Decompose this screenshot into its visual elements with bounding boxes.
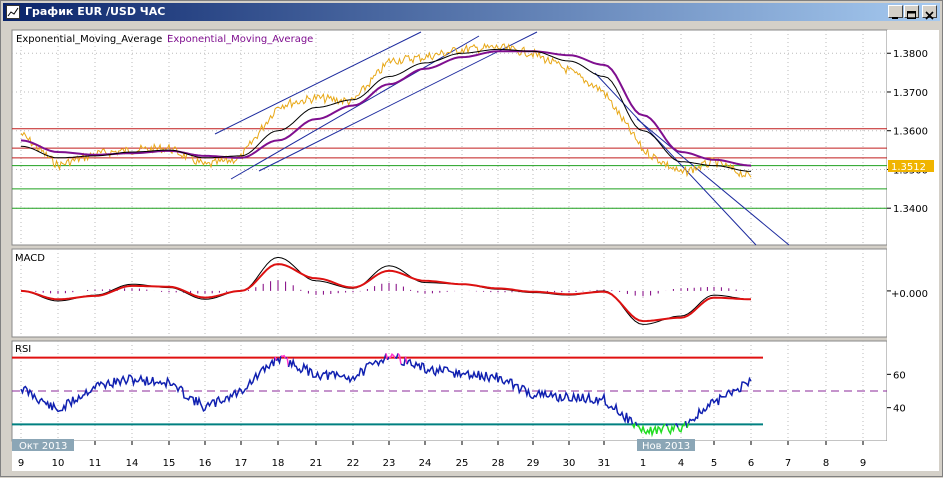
rsi-line: [388, 352, 396, 359]
month-badge-nov: [637, 439, 695, 451]
rsi-line: [665, 423, 668, 427]
price-levels: [12, 128, 887, 209]
current-price-marker: [888, 160, 934, 172]
x-tick-label: 18: [272, 458, 285, 469]
macd-panel[interactable]: [11, 248, 888, 338]
rsi-line: [631, 421, 637, 430]
maximize-button[interactable]: [904, 5, 919, 19]
minimize-button[interactable]: [888, 5, 903, 19]
rsi-line: [666, 424, 676, 436]
rsi-line: [677, 420, 687, 433]
channel-line: [214, 31, 422, 135]
ema-label-fast: Exponential_Moving_Average: [16, 34, 162, 45]
close-button[interactable]: [922, 5, 937, 20]
channel-line: [258, 31, 538, 172]
x-tick-label: 28: [492, 458, 505, 469]
rsi-line: [674, 423, 679, 428]
title-bar[interactable]: График EUR /USD ЧАС: [3, 3, 940, 21]
ema-fast-line: [20, 48, 752, 172]
rsi-label: RSI: [15, 344, 31, 355]
x-axis-strip: [12, 441, 939, 471]
x-tick-label: 17: [235, 458, 248, 469]
rsi-line: [687, 376, 752, 424]
y-tick-label: 1.3400: [893, 204, 928, 215]
rsi-line: [394, 353, 399, 360]
rsi-line: [400, 356, 407, 367]
rsi-line: [287, 353, 387, 384]
macd-label: MACD: [15, 253, 45, 264]
rsi-line: [386, 356, 390, 361]
x-tick-label: 16: [199, 458, 212, 469]
ema-label-slow: Exponential_Moving_Average: [167, 34, 313, 45]
rsi-y-tick-label: 40: [893, 404, 906, 415]
chart-app-icon: [6, 5, 20, 19]
x-tick-label: 6: [748, 458, 754, 469]
price-series: [20, 42, 752, 178]
rsi-line: [397, 352, 402, 365]
ema-slow-line: [20, 50, 752, 167]
x-tick-label: 23: [383, 458, 396, 469]
x-tick-label: 21: [310, 458, 323, 469]
month-label-nov: Нов 2013: [642, 441, 690, 452]
rsi-series: [12, 352, 887, 438]
y-tick-label: 1.3800: [893, 49, 928, 60]
rsi-line: [686, 423, 690, 429]
y-axis-strip: [887, 30, 939, 441]
x-tick-label: 29: [527, 458, 540, 469]
x-tick-label: 15: [163, 458, 176, 469]
y-tick-label: 1.3600: [893, 127, 928, 138]
price-line: [20, 42, 752, 178]
macd-series: [20, 256, 752, 325]
x-tick-label: 9: [18, 458, 24, 469]
month-badge-oct: [12, 439, 74, 451]
x-tick-label: 22: [347, 458, 360, 469]
rsi-line: [636, 423, 667, 438]
x-tick-label: 31: [598, 458, 611, 469]
window-title: График EUR /USD ЧАС: [25, 5, 166, 18]
x-tick-label: 24: [419, 458, 432, 469]
x-tick-label: 14: [126, 458, 139, 469]
channel-line: [636, 118, 790, 246]
x-tick-label: 8: [823, 458, 829, 469]
channel-line: [594, 72, 757, 246]
rsi-line: [20, 356, 276, 413]
maximize-icon: [907, 11, 916, 19]
x-tick-label: 5: [711, 458, 717, 469]
rsi-y-tick-label: 60: [893, 370, 906, 381]
macd-zero-label: +0.000: [891, 289, 928, 300]
x-tick-label: 1: [640, 458, 646, 469]
rsi-line: [275, 355, 282, 366]
price-panel[interactable]: [11, 29, 888, 246]
rsi-line: [406, 358, 634, 425]
x-tick-label: 9: [860, 458, 866, 469]
month-label-oct: Окт 2013: [19, 441, 67, 452]
x-tick-label: 30: [563, 458, 576, 469]
macd-signal-line: [20, 263, 752, 323]
x-tick-label: 10: [52, 458, 65, 469]
x-tick-label: 25: [456, 458, 469, 469]
y-tick-label: 1.3700: [893, 88, 928, 99]
current-price-label: 1.3512: [891, 162, 926, 173]
x-tick-label: 11: [89, 458, 102, 469]
minimize-icon: [892, 17, 898, 19]
rsi-line: [280, 354, 287, 359]
close-icon: [925, 11, 934, 20]
rsi-line: [634, 421, 638, 427]
x-tick-label: 7: [785, 458, 791, 469]
x-tick-label: 4: [678, 458, 684, 469]
